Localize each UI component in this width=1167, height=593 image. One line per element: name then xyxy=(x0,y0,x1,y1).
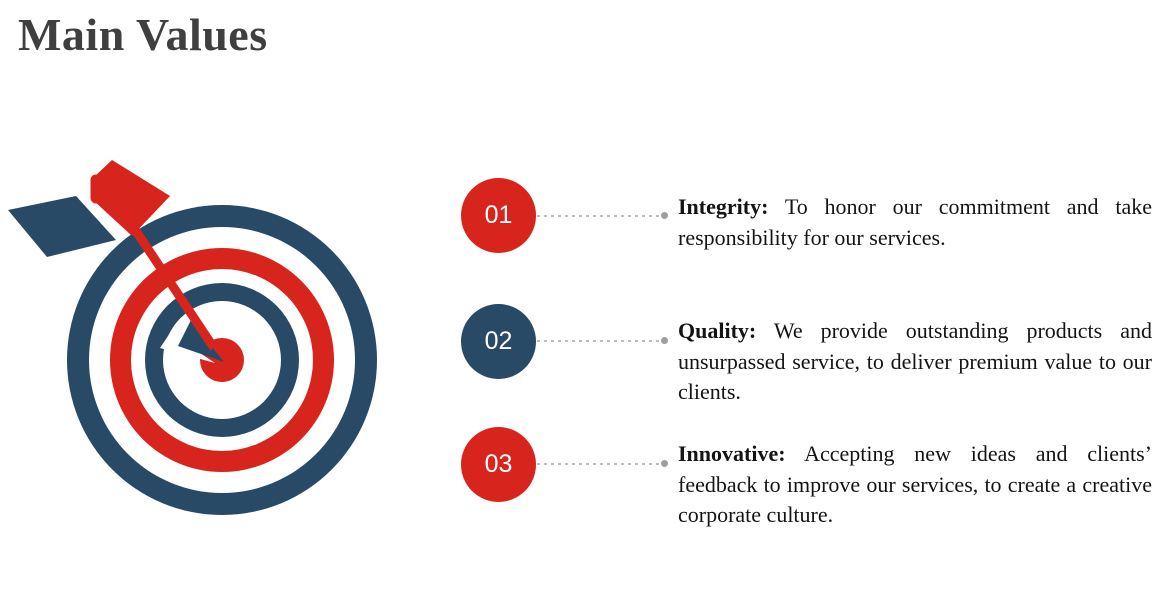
value-text: Quality: We provide outstanding products… xyxy=(678,316,1152,408)
connector-line xyxy=(537,215,659,217)
value-description: To honor our commitment and take respons… xyxy=(678,194,1152,250)
value-number-badge: 02 xyxy=(461,304,536,379)
value-label: Innovative: xyxy=(678,441,786,466)
value-label: Integrity: xyxy=(678,194,769,219)
arrow-head xyxy=(178,320,224,362)
arrow-fletching-navy xyxy=(8,196,116,257)
value-label: Quality: xyxy=(678,318,757,343)
value-number-badge: 01 xyxy=(461,178,536,253)
value-description: We provide outstanding products and unsu… xyxy=(678,318,1152,404)
arrow-fletching-red xyxy=(93,160,170,236)
arrow xyxy=(8,160,224,363)
connector-dot xyxy=(661,212,668,219)
connector-line xyxy=(537,340,659,342)
value-number: 03 xyxy=(484,450,513,478)
value-number: 01 xyxy=(484,201,513,229)
value-description: Accepting new ideas and clients’ feedbac… xyxy=(678,441,1152,527)
page-title: Main Values xyxy=(18,9,268,60)
value-text: Innovative: Accepting new ideas and clie… xyxy=(678,439,1152,531)
value-number: 02 xyxy=(484,327,513,355)
value-number-badge: 03 xyxy=(461,427,536,502)
target-arrow-illustration xyxy=(8,160,377,515)
connector-dot xyxy=(661,337,668,344)
value-text: Integrity: To honor our commitment and t… xyxy=(678,192,1152,253)
connector-line xyxy=(537,463,659,465)
connector-dot xyxy=(661,460,668,467)
